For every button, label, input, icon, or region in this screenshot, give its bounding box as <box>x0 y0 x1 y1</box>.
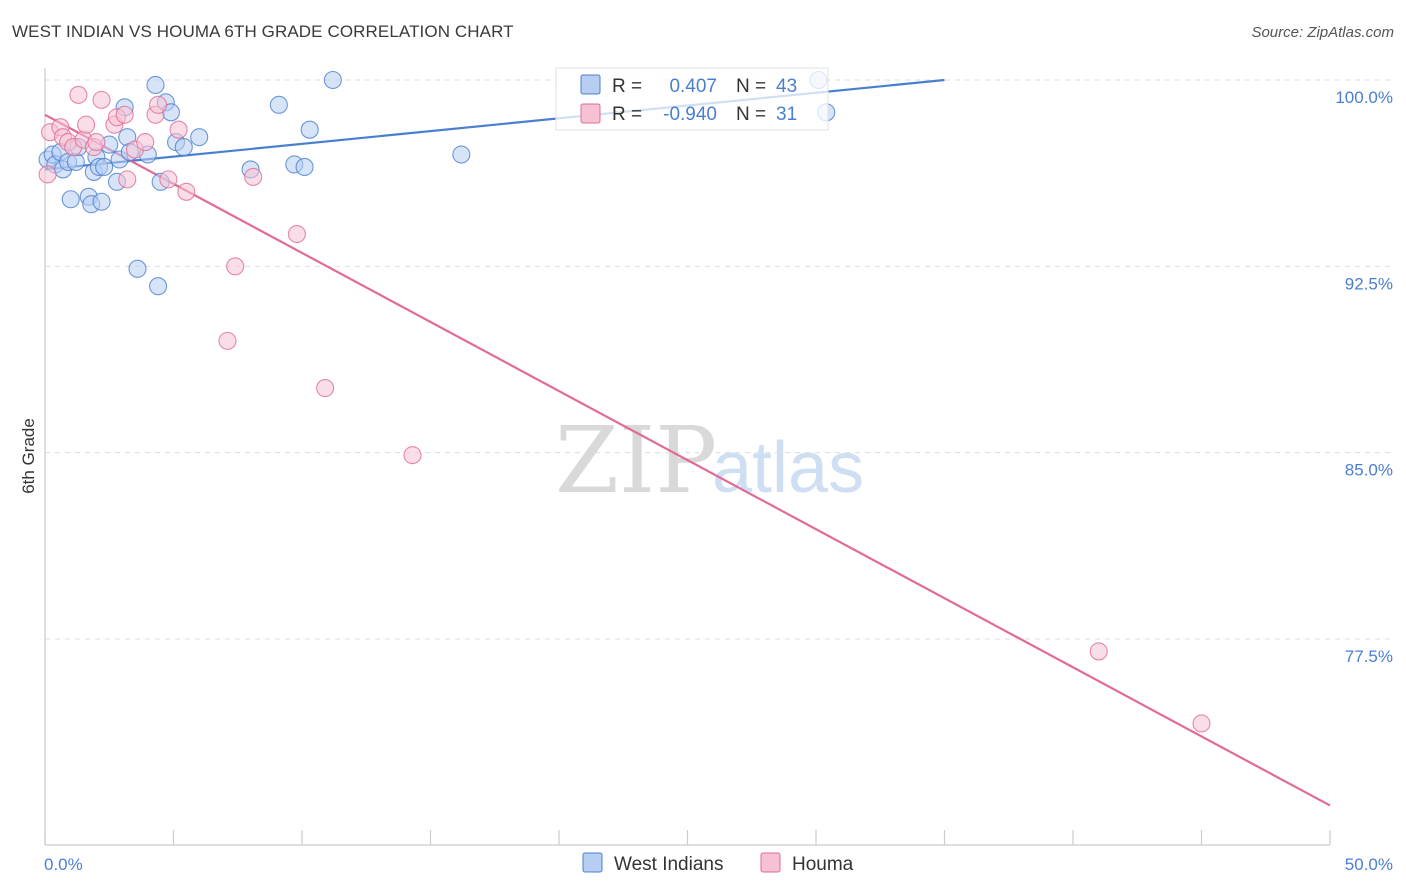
stats-legend-box <box>555 67 829 131</box>
point-houma <box>115 105 134 124</box>
stats-swatch-houma <box>580 103 601 124</box>
stats-n-value-1: 43 <box>776 76 797 97</box>
grid-lines <box>45 79 1393 640</box>
stats-r-label-1: R = <box>612 76 642 97</box>
point-houma <box>287 224 306 244</box>
legend-label-houma: Houma <box>792 854 854 875</box>
x-ticks <box>44 830 1331 845</box>
point-west-indians <box>174 138 193 157</box>
legend-swatch-houma <box>760 852 781 873</box>
source-label: Source: ZipAtlas.com <box>1251 24 1394 41</box>
stats-legend: R = 0.407 N = 43 R = -0.940 N = 31 <box>555 67 829 131</box>
point-houma <box>77 115 96 134</box>
stats-r-label-2: R = <box>612 104 642 125</box>
point-west-indians <box>269 95 288 114</box>
point-west-indians <box>146 75 165 95</box>
point-west-indians <box>295 157 314 177</box>
point-houma <box>403 446 422 465</box>
point-west-indians <box>128 259 147 278</box>
point-houma <box>226 257 245 276</box>
point-houma <box>1089 642 1108 661</box>
stats-n-value-2: 31 <box>776 104 797 125</box>
watermark-atlas: atlas <box>712 428 864 508</box>
point-houma <box>218 331 237 350</box>
stats-r-value-2: -0.940 <box>663 104 717 125</box>
point-houma <box>118 170 137 189</box>
point-west-indians <box>300 120 319 139</box>
point-houma <box>136 133 155 152</box>
point-west-indians <box>149 277 168 296</box>
point-west-indians <box>323 70 342 90</box>
point-houma <box>316 379 335 398</box>
point-houma <box>38 165 57 184</box>
stats-n-label-2: N = <box>736 104 766 125</box>
point-houma <box>149 95 168 114</box>
point-west-indians <box>66 152 85 172</box>
legend-label-west-indians: West Indians <box>614 854 723 875</box>
point-houma <box>169 120 188 139</box>
y-tick-label: 100.0% <box>1335 88 1393 107</box>
point-west-indians <box>190 128 209 147</box>
stats-r-value-1: 0.407 <box>669 76 717 97</box>
point-houma <box>159 170 178 189</box>
y-axis-label: 6th Grade <box>19 418 38 494</box>
series-legend: West Indians Houma <box>582 852 854 875</box>
y-tick-label: 85.0% <box>1345 461 1393 480</box>
point-west-indians <box>95 157 114 177</box>
trend-line-houma <box>44 113 1331 807</box>
y-tick-label: 92.5% <box>1345 274 1393 293</box>
legend-swatch-west-indians <box>582 852 603 873</box>
x-tick-label-min: 0.0% <box>44 855 83 874</box>
point-houma <box>177 182 196 201</box>
point-houma <box>92 90 111 109</box>
point-west-indians <box>452 145 471 164</box>
point-west-indians <box>92 192 111 211</box>
watermark-zip: ZIP <box>555 407 717 514</box>
y-tick-labels: 77.5% 85.0% 92.5% 100.0% <box>1335 88 1393 666</box>
stats-n-label-1: N = <box>736 76 766 97</box>
point-houma <box>1192 714 1211 733</box>
point-houma <box>244 167 263 186</box>
chart-title: WEST INDIAN VS HOUMA 6TH GRADE CORRELATI… <box>12 22 514 41</box>
point-houma <box>87 133 106 152</box>
stats-swatch-west-indians <box>580 74 601 95</box>
y-tick-label: 77.5% <box>1345 647 1393 666</box>
data-points <box>38 70 1211 733</box>
point-houma <box>69 85 88 104</box>
point-west-indians <box>61 190 80 209</box>
x-tick-label-max: 50.0% <box>1345 855 1393 874</box>
